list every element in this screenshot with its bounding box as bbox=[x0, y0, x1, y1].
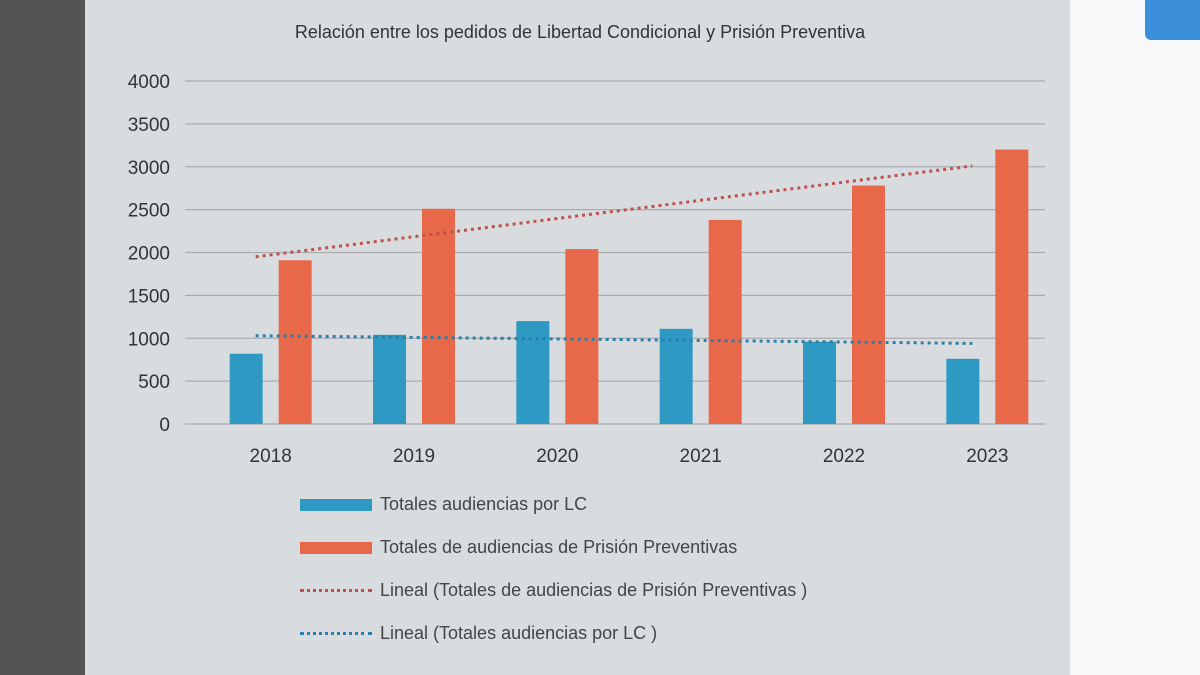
bar-pp-2023 bbox=[995, 149, 1029, 424]
y-tick-label: 0 bbox=[159, 415, 170, 436]
x-tick-label: 2018 bbox=[250, 446, 292, 467]
legend-item-lc-trend: Lineal (Totales audiencias por LC ) bbox=[300, 623, 657, 644]
chart-title: Relación entre los pedidos de Libertad C… bbox=[294, 22, 866, 42]
bar-lc-2021 bbox=[659, 328, 693, 424]
right-pane bbox=[1070, 0, 1200, 675]
y-tick-label: 1000 bbox=[128, 329, 170, 350]
y-tick-label: 500 bbox=[138, 372, 170, 393]
bar-lc-2020 bbox=[516, 321, 550, 424]
bar-pp-2018 bbox=[278, 260, 312, 424]
legend-item-pp: Totales de audiencias de Prisión Prevent… bbox=[300, 537, 737, 558]
trendline-lc bbox=[255, 334, 973, 345]
partial-blue-button bbox=[1145, 0, 1200, 40]
legend-swatch-lc bbox=[300, 498, 372, 511]
legend-label: Lineal (Totales audiencias por LC ) bbox=[380, 623, 658, 643]
legend-swatch-pp bbox=[300, 541, 372, 554]
legend-item-lc: Totales audiencias por LC bbox=[300, 494, 587, 515]
x-tick-label: 2021 bbox=[680, 446, 722, 467]
bar-pp-2019 bbox=[422, 208, 455, 424]
bar-lc-2022 bbox=[803, 341, 836, 424]
y-tick-label: 4000 bbox=[128, 72, 170, 93]
y-tick-label: 3000 bbox=[128, 158, 170, 179]
bar-pp-2022 bbox=[852, 185, 885, 424]
trendline-pp bbox=[255, 164, 973, 259]
y-tick-label: 3500 bbox=[128, 115, 170, 136]
bar-lc-2019 bbox=[373, 334, 406, 424]
x-tick-label: 2023 bbox=[966, 446, 1008, 467]
bar-lc-2023 bbox=[946, 358, 980, 424]
x-tick-label: 2020 bbox=[536, 446, 578, 467]
legend-swatch-pp-trend bbox=[300, 589, 372, 592]
legend-item-pp-trend: Lineal (Totales de audiencias de Prisión… bbox=[300, 580, 807, 601]
legend-label: Lineal (Totales de audiencias de Prisión… bbox=[380, 580, 808, 600]
y-tick-label: 2500 bbox=[128, 201, 170, 222]
x-tick-label: 2019 bbox=[393, 446, 435, 467]
bar-lc-2018 bbox=[229, 353, 263, 424]
bar-pp-2020 bbox=[565, 249, 599, 424]
x-tick-label: 2022 bbox=[823, 446, 865, 467]
y-tick-label: 1500 bbox=[128, 286, 170, 307]
left-dark-border bbox=[0, 0, 85, 675]
y-tick-label: 2000 bbox=[128, 244, 170, 265]
legend-label: Totales audiencias por LC bbox=[380, 494, 588, 514]
legend-swatch-lc-trend bbox=[300, 632, 372, 635]
bar-pp-2021 bbox=[708, 219, 742, 424]
legend-label: Totales de audiencias de Prisión Prevent… bbox=[380, 537, 738, 557]
